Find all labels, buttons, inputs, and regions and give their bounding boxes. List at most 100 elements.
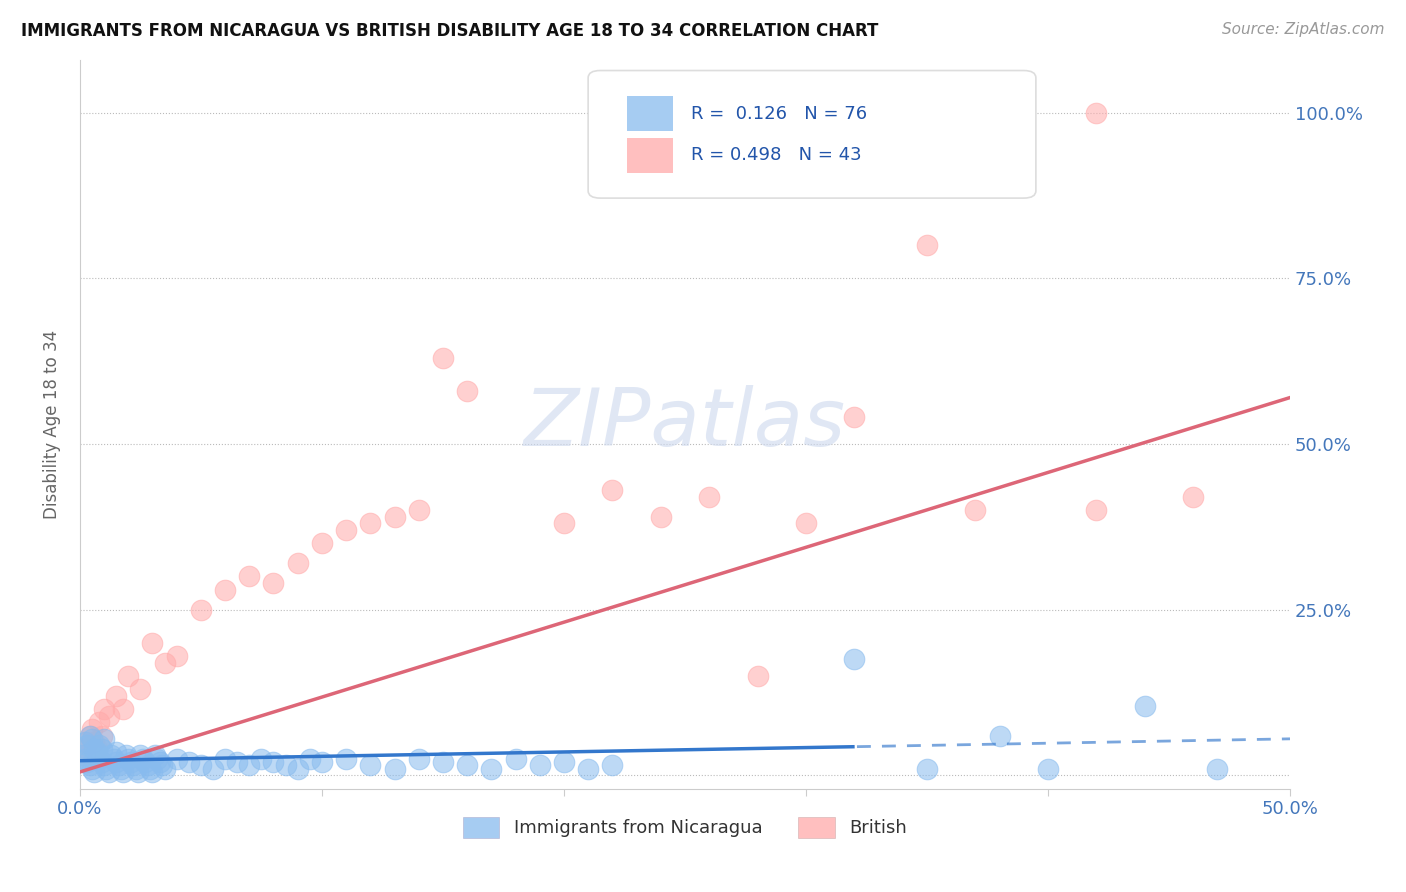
- Point: [214, 752, 236, 766]
- Text: ZIPatlas: ZIPatlas: [524, 385, 846, 463]
- Point: [456, 758, 478, 772]
- Point: [124, 762, 146, 776]
- Point: [1036, 762, 1059, 776]
- Point: [287, 762, 309, 776]
- Point: [988, 105, 1011, 120]
- Point: [76, 755, 98, 769]
- Point: [105, 689, 128, 703]
- Point: [226, 755, 249, 769]
- FancyBboxPatch shape: [627, 137, 673, 172]
- Point: [110, 762, 132, 776]
- Point: [136, 758, 159, 772]
- Text: IMMIGRANTS FROM NICARAGUA VS BRITISH DISABILITY AGE 18 TO 34 CORRELATION CHART: IMMIGRANTS FROM NICARAGUA VS BRITISH DIS…: [21, 22, 879, 40]
- Point: [166, 752, 188, 766]
- Point: [238, 758, 260, 772]
- Point: [177, 755, 200, 769]
- Point: [90, 741, 112, 756]
- Point: [359, 516, 381, 531]
- Point: [79, 758, 101, 772]
- Point: [153, 762, 176, 776]
- Text: Source: ZipAtlas.com: Source: ZipAtlas.com: [1222, 22, 1385, 37]
- Point: [141, 764, 163, 779]
- Point: [844, 652, 866, 666]
- Point: [432, 351, 454, 365]
- Point: [105, 755, 128, 769]
- Point: [456, 384, 478, 398]
- Point: [117, 752, 139, 766]
- Point: [408, 503, 430, 517]
- Point: [100, 748, 122, 763]
- Text: R = 0.498   N = 43: R = 0.498 N = 43: [690, 146, 862, 164]
- Point: [650, 509, 672, 524]
- Point: [73, 735, 96, 749]
- Point: [153, 656, 176, 670]
- Point: [988, 729, 1011, 743]
- Point: [263, 576, 285, 591]
- Point: [335, 752, 357, 766]
- Point: [384, 762, 406, 776]
- Point: [1133, 698, 1156, 713]
- Point: [112, 764, 135, 779]
- Point: [576, 762, 599, 776]
- Point: [89, 752, 111, 766]
- Point: [86, 741, 108, 756]
- Point: [335, 523, 357, 537]
- Point: [915, 762, 938, 776]
- Point: [83, 741, 105, 756]
- Point: [408, 752, 430, 766]
- Point: [79, 729, 101, 743]
- Point: [117, 669, 139, 683]
- Legend: Immigrants from Nicaragua, British: Immigrants from Nicaragua, British: [456, 810, 914, 845]
- Point: [120, 755, 142, 769]
- Point: [89, 715, 111, 730]
- Text: R =  0.126   N = 76: R = 0.126 N = 76: [690, 104, 868, 122]
- Point: [132, 752, 155, 766]
- Point: [97, 708, 120, 723]
- Point: [311, 755, 333, 769]
- Y-axis label: Disability Age 18 to 34: Disability Age 18 to 34: [44, 329, 60, 518]
- Point: [107, 758, 129, 772]
- Point: [553, 755, 575, 769]
- Point: [287, 556, 309, 570]
- Point: [86, 748, 108, 763]
- Point: [915, 238, 938, 252]
- Point: [149, 755, 172, 769]
- Point: [602, 483, 624, 498]
- Point: [80, 722, 103, 736]
- Point: [96, 762, 118, 776]
- Point: [1206, 762, 1229, 776]
- Point: [250, 752, 273, 766]
- Point: [105, 745, 128, 759]
- Point: [602, 758, 624, 772]
- Point: [93, 758, 115, 772]
- Point: [214, 582, 236, 597]
- FancyBboxPatch shape: [588, 70, 1036, 198]
- Point: [80, 731, 103, 746]
- Point: [127, 764, 149, 779]
- Point: [83, 735, 105, 749]
- Point: [129, 748, 152, 763]
- Point: [143, 748, 166, 763]
- Point: [274, 758, 297, 772]
- Point: [72, 748, 94, 763]
- Point: [90, 755, 112, 769]
- Point: [76, 735, 98, 749]
- Point: [139, 762, 162, 776]
- Point: [359, 758, 381, 772]
- Point: [122, 758, 145, 772]
- Point: [238, 569, 260, 583]
- Point: [89, 739, 111, 753]
- Point: [112, 702, 135, 716]
- Point: [298, 752, 321, 766]
- Point: [72, 741, 94, 756]
- Point: [90, 729, 112, 743]
- Point: [432, 755, 454, 769]
- Point: [93, 702, 115, 716]
- Point: [146, 752, 169, 766]
- Point: [83, 764, 105, 779]
- Point: [86, 745, 108, 759]
- Point: [844, 410, 866, 425]
- Point: [1085, 503, 1108, 517]
- Point: [129, 682, 152, 697]
- Point: [553, 516, 575, 531]
